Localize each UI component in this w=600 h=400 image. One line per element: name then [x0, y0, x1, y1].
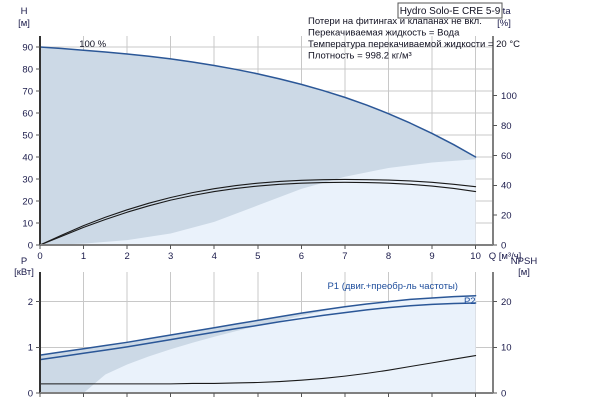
y-axis-unit: [кВт]	[14, 267, 34, 278]
y2-tick-label: 40	[501, 181, 512, 192]
curves-head-efficiency	[39, 46, 477, 246]
curve-p2	[39, 302, 477, 361]
y2-tick-label: 10	[501, 343, 512, 354]
x-axis-title: Q [м³/ч]	[489, 251, 522, 262]
y-tick-label: 70	[22, 86, 33, 97]
curve-eta-lower	[39, 181, 477, 246]
info-line: Плотность = 998.2 кг/м³	[308, 51, 412, 62]
curve-h-100-	[39, 46, 477, 158]
title-box-frame	[397, 2, 503, 19]
axis-power-npsh	[36, 272, 497, 397]
title-box: Hydro Solo-E CRE 5-9	[397, 2, 503, 19]
y2-axis-title: eta	[497, 6, 511, 17]
curves-power-npsh	[39, 294, 477, 385]
curve-eta-upper	[39, 178, 477, 246]
y-tick-label: 0	[28, 240, 33, 251]
axis-head-efficiency	[36, 36, 497, 249]
y-tick-label: 1	[28, 343, 33, 354]
x-tick-label: 5	[255, 251, 260, 262]
areas-head-efficiency	[40, 47, 476, 245]
annotation-label: P1 (двиг.+преобр-ль частоты)	[327, 281, 457, 292]
y-tick-label: 90	[22, 42, 33, 53]
power-operating-envelope-fill	[40, 295, 476, 393]
y2-tick-label: 0	[501, 240, 506, 251]
curve-p1-	[39, 294, 477, 356]
x-tick-label: 0	[37, 251, 42, 262]
labels-head-efficiency: 0 1 2 3 4 5 6 7 8 9 100102030405060708090020406080…	[18, 6, 521, 262]
y-tick-label: 50	[22, 130, 33, 141]
y2-axis-title: NPSH	[511, 256, 538, 267]
y-tick-label: 60	[22, 108, 33, 119]
y-tick-label: 2	[28, 297, 33, 308]
x-tick-label: 1	[81, 251, 86, 262]
y2-tick-label: 20	[501, 211, 512, 222]
chart-title: Hydro Solo-E CRE 5-9	[400, 6, 501, 17]
x-tick-label: 2	[124, 251, 129, 262]
y2-tick-label: 0	[501, 388, 506, 399]
annotation-label: P2	[464, 296, 476, 307]
info-line: Потери на фитингах и клапанах не вкл.	[308, 16, 482, 27]
x-tick-label: 6	[299, 251, 304, 262]
annotation-label: 100 %	[79, 39, 106, 50]
x-tick-label: 7	[342, 251, 347, 262]
y-axis-unit: [м]	[18, 18, 30, 29]
y2-axis-unit: [%]	[497, 18, 511, 29]
y2-axis-unit: [м]	[518, 267, 530, 278]
y-axis-title: P	[21, 256, 27, 267]
areas-power-npsh	[40, 295, 476, 393]
info-block: Потери на фитингах и клапанах не вкл.Пер…	[308, 16, 520, 62]
y-tick-label: 0	[28, 388, 33, 399]
y-tick-label: 20	[22, 196, 33, 207]
y-tick-label: 10	[22, 218, 33, 229]
curve-npsh	[39, 355, 477, 385]
y-axis-title: H	[21, 6, 28, 17]
labels-power-npsh: 01234567891001201020P[кВт]NPSH[м]P1 (дви…	[14, 256, 537, 400]
y-tick-label: 40	[22, 152, 33, 163]
y-tick-label: 30	[22, 174, 33, 185]
info-line: Перекачиваемая жидкость = Вода	[308, 28, 460, 39]
power-full-range-fill	[40, 295, 476, 393]
x-tick-label: 8	[386, 251, 391, 262]
y2-tick-label: 80	[501, 121, 512, 132]
x-tick-label: 4	[212, 251, 217, 262]
x-tick-label: 3	[168, 251, 173, 262]
info-line: Температура перекачиваемой жидкости = 20…	[308, 39, 520, 50]
y-tick-label: 80	[22, 64, 33, 75]
x-tick-label: 9	[429, 251, 434, 262]
head-operating-envelope-fill	[40, 47, 476, 245]
x-tick-label: 10	[470, 251, 481, 262]
y2-tick-label: 100	[501, 91, 517, 102]
y2-tick-label: 60	[501, 151, 512, 162]
y2-tick-label: 20	[501, 297, 512, 308]
